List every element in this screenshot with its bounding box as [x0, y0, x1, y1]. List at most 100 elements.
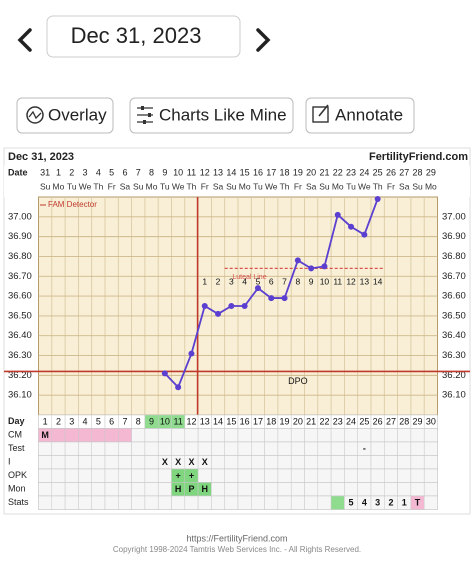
row-cell — [251, 441, 265, 456]
date-number: 19 — [293, 167, 303, 177]
date-number: 10 — [173, 167, 183, 177]
date-number: 25 — [373, 167, 383, 177]
row-cell — [197, 495, 212, 510]
row-cell — [91, 428, 106, 443]
date-number: 29 — [426, 167, 436, 177]
weekday: Su — [226, 181, 237, 191]
row-cell-text: 3 — [375, 498, 380, 508]
row-cell — [131, 468, 146, 483]
row-cell — [277, 455, 292, 470]
weekday: Su — [412, 181, 423, 191]
prev-button[interactable] — [17, 28, 32, 52]
dpo-number: 5 — [256, 276, 261, 286]
date-number: 8 — [149, 167, 154, 177]
dpo-number: 13 — [360, 276, 370, 286]
row-cell-text: 2 — [388, 498, 393, 508]
date-number: 28 — [413, 167, 423, 177]
date-number: 20 — [306, 167, 316, 177]
row-cell — [237, 441, 252, 456]
row-cell-text: 4 — [83, 417, 88, 427]
weekday: Su — [319, 181, 330, 191]
row-cell — [264, 495, 279, 510]
row-cell-text: 8 — [136, 417, 141, 427]
row-cell — [91, 468, 106, 483]
row-cell — [264, 428, 279, 443]
row-cell-text: 4 — [362, 498, 367, 508]
row-cell — [397, 441, 412, 456]
date-number: 7 — [136, 167, 141, 177]
row-cell — [184, 428, 199, 443]
row-cell — [370, 441, 385, 456]
row-cell — [237, 482, 252, 497]
row-cell — [237, 468, 252, 483]
temperature-point — [374, 195, 381, 202]
date-number: 24 — [359, 167, 369, 177]
temperature-point — [188, 350, 195, 357]
row-cell — [344, 468, 358, 483]
row-cell-text: 22 — [319, 417, 329, 427]
date-number: 15 — [240, 167, 250, 177]
row-cell-text: X — [175, 457, 181, 467]
chart-title: Dec 31, 2023 — [8, 151, 74, 163]
row-cell — [423, 441, 438, 456]
temperature-point — [268, 295, 275, 302]
temperature-point — [201, 303, 208, 309]
row-cell-text: 15 — [226, 417, 236, 427]
row-cell — [264, 468, 279, 483]
weekday: Sa — [306, 181, 317, 191]
row-cell — [423, 428, 438, 443]
row-cell-text: 26 — [373, 417, 383, 427]
row-cell — [78, 495, 92, 510]
row-cell — [410, 482, 425, 497]
temperature-point — [361, 231, 368, 238]
row-cell-text: 24 — [346, 417, 356, 427]
weekday: Fr — [387, 181, 395, 191]
row-cell — [317, 482, 332, 497]
row-cell — [264, 455, 279, 470]
date-picker[interactable] — [46, 15, 241, 58]
row-cell-text: 10 — [160, 417, 170, 427]
row-cell — [171, 495, 186, 510]
weekday: Mo — [53, 181, 65, 191]
overlay-icon — [26, 106, 44, 124]
date-number: 11 — [187, 167, 196, 177]
row-cell — [184, 441, 199, 456]
row-cell-text: 5 — [96, 417, 101, 427]
row-cell — [211, 428, 225, 443]
row-label: Stats — [8, 497, 29, 507]
row-cell — [304, 428, 319, 443]
date-number: 3 — [83, 167, 88, 177]
row-cell-text: 30 — [426, 417, 436, 427]
row-cell — [131, 428, 146, 443]
row-cell-text: + — [176, 471, 181, 481]
row-cell — [317, 495, 332, 510]
date-number: 4 — [96, 167, 101, 177]
row-cell — [330, 441, 345, 456]
row-cell-text: 3 — [69, 417, 74, 427]
row-cell — [304, 455, 319, 470]
row-cell — [397, 428, 412, 443]
annotate-button[interactable] — [305, 97, 415, 134]
date-number: 18 — [280, 167, 290, 177]
overlay-button[interactable] — [16, 97, 114, 134]
row-cell — [384, 468, 398, 483]
row-cell-text: 14 — [213, 417, 223, 427]
row-cell — [317, 468, 332, 483]
row-cell — [423, 468, 438, 483]
temperature-point — [241, 303, 248, 309]
row-cell — [38, 441, 53, 456]
row-cell — [357, 455, 372, 470]
weekday: Su — [40, 181, 51, 191]
row-cell — [211, 455, 225, 470]
row-cell — [38, 468, 53, 483]
row-cell — [397, 482, 412, 497]
weekday: Tu — [253, 181, 263, 191]
row-cell — [277, 482, 292, 497]
next-button[interactable] — [256, 28, 271, 52]
dpo-label: DPO — [288, 376, 308, 386]
row-cell — [197, 428, 212, 443]
row-cell-text: X — [188, 457, 194, 467]
charts-like-mine-button[interactable] — [129, 97, 294, 134]
row-cell — [317, 441, 332, 456]
date-text: Dec 31, 2023 — [71, 23, 202, 48]
